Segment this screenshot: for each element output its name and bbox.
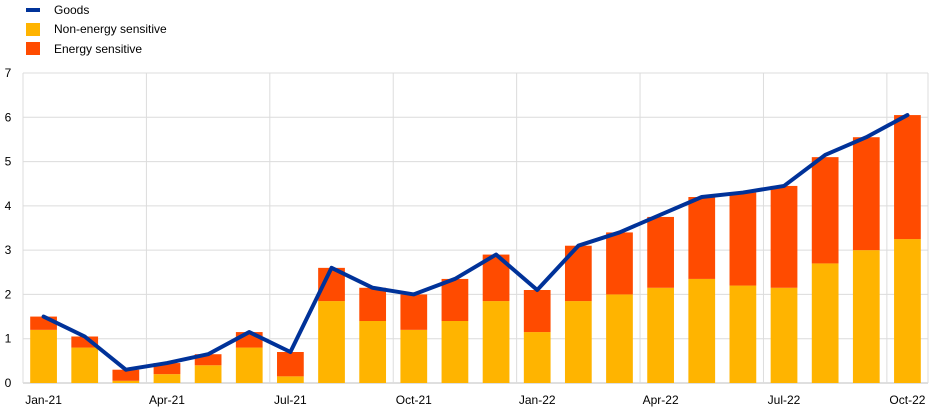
goods-point [412,292,416,296]
goods-point [535,288,539,292]
goods-point [741,191,745,195]
x-tick-label: Jul-21 [274,393,307,407]
legend-label-goods: Goods [54,2,90,17]
bar-non-energy-sensitive [359,321,387,383]
bar-non-energy-sensitive [235,347,263,383]
bar-energy-sensitive [606,232,633,295]
goods-point [864,135,868,139]
bar-non-energy-sensitive [30,329,57,383]
bar-energy-sensitive [359,287,387,321]
legend-swatch-non-energy [26,22,40,36]
bar-energy-sensitive [277,352,304,377]
bar-energy-sensitive [688,197,716,279]
x-axis: Jan-21 Apr-21 Jul-21 Oct-21 Jan-22 Apr-22 Jul-… [25,393,926,407]
bar-non-energy-sensitive [153,374,181,383]
y-tick-label: 3 [5,243,12,257]
y-axis: 0 1 2 3 4 5 6 7 [5,66,12,390]
y-tick-label: 2 [5,287,12,301]
goods-point [905,113,909,117]
bar-non-energy-sensitive [71,347,99,383]
bar-non-energy-sensitive [482,301,510,383]
bar-non-energy-sensitive [112,380,140,383]
bar-energy-sensitive [811,157,839,264]
x-tick-label: Oct-22 [889,393,925,407]
bar-non-energy-sensitive [523,332,551,383]
bar-non-energy-sensitive [606,294,633,383]
bar-non-energy-sensitive [194,365,222,383]
goods-point [700,195,704,199]
bar-non-energy-sensitive [894,239,921,383]
goods-point [83,335,87,338]
legend-item-goods: Goods [26,0,167,20]
goods-line-layer [41,113,910,372]
goods-point [165,361,169,365]
x-tick-label: Apr-21 [149,393,185,407]
goods-point [453,277,457,281]
legend-label-energy: Energy sensitive [54,41,143,56]
bar-energy-sensitive [770,185,798,288]
goods-point [124,368,128,372]
goods-point [247,330,251,334]
legend-item-non-energy: Non-energy sensitive [26,20,167,40]
y-tick-label: 1 [5,332,12,346]
goods-point [617,230,621,234]
goods-point [42,315,46,319]
bar-non-energy-sensitive [647,287,674,383]
goods-point [330,266,334,270]
bar-non-energy-sensitive [564,301,592,383]
goods-point [576,244,580,248]
legend: Goods Non-energy sensitive Energy sensit… [26,0,167,59]
y-tick-label: 6 [5,110,12,124]
bar-energy-sensitive [112,369,140,381]
bar-non-energy-sensitive [318,301,345,383]
bar-energy-sensitive [194,354,222,366]
goods-point [494,253,498,257]
y-tick-label: 4 [5,199,12,213]
bar-energy-sensitive [894,115,921,240]
x-tick-label: Jan-22 [519,393,556,407]
goods-point [371,286,375,290]
bar-energy-sensitive [523,290,551,333]
legend-item-energy: Energy sensitive [26,39,167,59]
goods-point [288,350,292,354]
legend-swatch-energy [26,42,40,56]
bar-non-energy-sensitive [729,285,757,383]
goods-line [41,113,910,372]
bar-energy-sensitive [71,336,99,348]
bar-energy-sensitive [400,294,428,330]
bars [30,115,921,383]
x-tick-label: Jan-21 [25,393,62,407]
bar-non-energy-sensitive [277,376,304,383]
bar-non-energy-sensitive [852,250,880,383]
y-tick-label: 5 [5,155,12,169]
x-tick-label: Jul-22 [768,393,801,407]
goods-point [782,184,786,188]
y-tick-label: 7 [5,66,12,80]
legend-label-non-energy: Non-energy sensitive [54,22,167,37]
bar-non-energy-sensitive [811,263,839,383]
goods-point [659,213,663,217]
bar-energy-sensitive [441,278,469,321]
bar-energy-sensitive [153,363,181,375]
bar-non-energy-sensitive [400,329,428,383]
bar-non-energy-sensitive [688,278,716,383]
bar-non-energy-sensitive [770,287,798,383]
bar-energy-sensitive [852,137,880,251]
goods-point [206,352,210,356]
bar-energy-sensitive [729,192,757,286]
x-tick-label: Apr-22 [643,393,679,407]
legend-swatch-goods [26,8,40,13]
bar-energy-sensitive [647,216,674,288]
goods-point [823,153,827,157]
x-tick-label: Oct-21 [396,393,432,407]
y-tick-label: 0 [5,376,12,390]
bar-non-energy-sensitive [441,321,469,383]
